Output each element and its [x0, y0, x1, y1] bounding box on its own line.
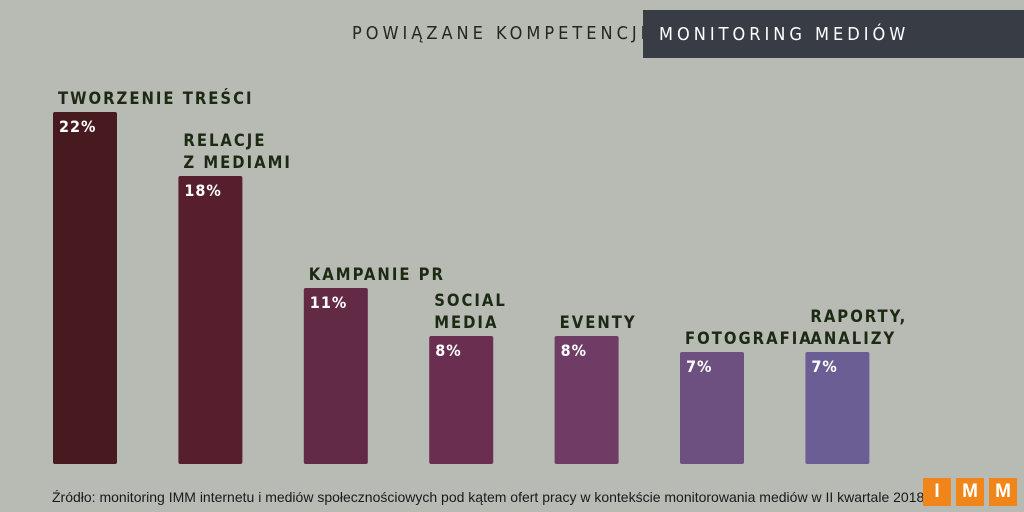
bar-6 — [680, 352, 744, 464]
category-label-1: TWORZENIE TREŚCI — [58, 89, 254, 108]
value-label-5: 8% — [561, 341, 587, 360]
category-label-6: FOTOGRAFIA — [685, 329, 813, 348]
bar-4 — [429, 336, 494, 464]
value-label-7: 7% — [811, 357, 837, 376]
logo-letter-m2: M — [989, 478, 1017, 506]
bar-1 — [53, 112, 117, 464]
bar-2 — [178, 176, 243, 464]
value-label-6: 7% — [686, 357, 712, 376]
bar-7 — [805, 352, 870, 464]
category-label-7: RAPORTY, ANALIZY — [810, 307, 907, 348]
value-label-4: 8% — [435, 341, 461, 360]
header-related-skills: POWIĄZANE KOMPETENCJE — [352, 22, 655, 44]
category-label-4: SOCIAL MEDIA — [434, 291, 507, 332]
imm-logo: I M M — [923, 478, 1017, 506]
logo-letter-i: I — [923, 478, 951, 506]
value-label-2: 18% — [184, 181, 221, 200]
category-label-2: RELACJE Z MEDIAMI — [183, 131, 291, 172]
source-note: Źródło: monitoring IMM internetu i medió… — [52, 489, 936, 505]
bar-5 — [554, 336, 619, 464]
logo-letter-m1: M — [956, 478, 984, 506]
value-label-1: 22% — [59, 117, 96, 136]
category-label-3: KAMPANIE PR — [309, 265, 445, 284]
bar-3 — [303, 288, 368, 464]
header-media-monitoring-label: MONITORING MEDIÓW — [659, 23, 910, 45]
header-media-monitoring: MONITORING MEDIÓW — [643, 10, 1024, 58]
value-label-3: 11% — [310, 293, 347, 312]
category-label-5: EVENTY — [560, 313, 637, 332]
